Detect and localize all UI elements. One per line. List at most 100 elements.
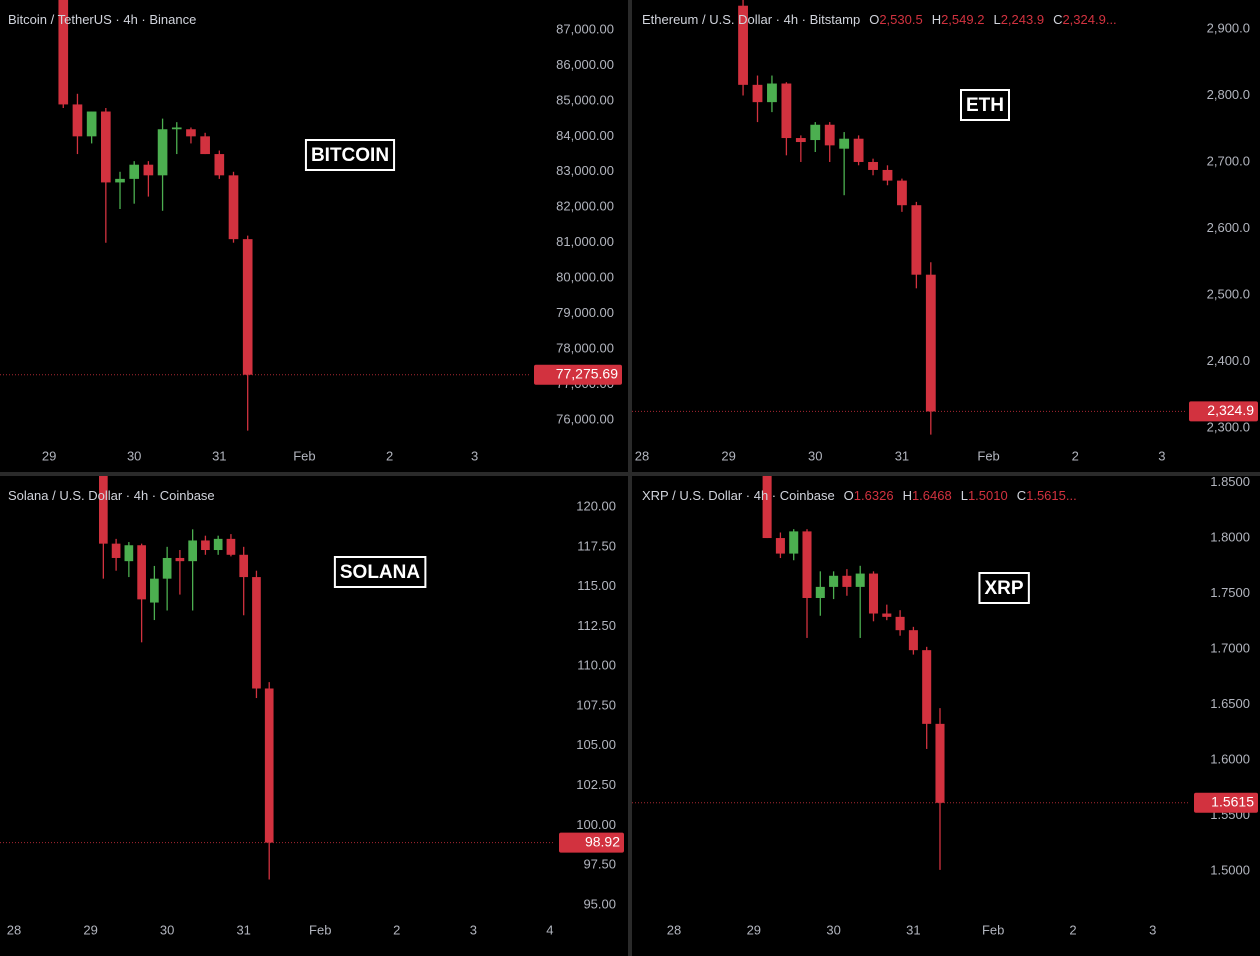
ohlc-letter: H [932, 12, 941, 27]
y-tick-label: 2,900.0 [1207, 20, 1250, 35]
y-tick-label: 80,000.00 [556, 270, 614, 285]
candle-body [150, 578, 159, 603]
y-tick-label: 1.8500 [1210, 474, 1250, 489]
candle-body [137, 545, 146, 600]
y-tick-label: 2,500.0 [1207, 286, 1250, 301]
y-tick-label: 1.6000 [1210, 751, 1250, 766]
ohlc-letter: O [869, 12, 879, 27]
candle-body [795, 138, 806, 143]
ohlc-value: 1.6468 [912, 488, 952, 503]
chart-title: Bitcoin / TetherUS · 4h · Binance [8, 12, 196, 27]
x-tick-label: 28 [7, 922, 21, 937]
x-tick-label: 31 [895, 448, 909, 463]
plot [99, 476, 274, 880]
y-tick-label: 79,000.00 [556, 305, 614, 320]
x-tick-label: Feb [293, 448, 315, 463]
y-tick-label: 78,000.00 [556, 340, 614, 355]
candle-body [162, 557, 172, 579]
ohlc-letter: L [993, 12, 1000, 27]
y-tick-label: 2,400.0 [1207, 353, 1250, 368]
x-tick-label: 29 [83, 922, 97, 937]
candle-body [839, 138, 850, 149]
x-tick-label: 28 [667, 922, 681, 937]
candle-body [922, 650, 932, 724]
candle-body [895, 616, 905, 631]
annotation: BITCOIN [311, 145, 389, 166]
chart-header: Solana / U.S. Dollar · 4h · Coinbase [8, 488, 215, 503]
plot [738, 0, 936, 435]
divider [628, 0, 632, 956]
y-tick-label: 2,600.0 [1207, 220, 1250, 235]
last-price-label: 98.92 [585, 833, 620, 849]
y-tick-label: 120.00 [576, 498, 616, 513]
x-tick-label: 2 [1072, 448, 1079, 463]
y-tick-label: 85,000.00 [556, 92, 614, 107]
candle-body [762, 476, 772, 539]
candle-body [925, 274, 936, 412]
ohlc-letter: L [961, 488, 968, 503]
candle-body [767, 83, 777, 103]
chart-title: Ethereum / U.S. Dollar · 4h · Bitstamp [642, 12, 860, 27]
annotation-box [333, 556, 427, 588]
y-tick-label: 2,800.0 [1207, 87, 1250, 102]
ohlc-value: 2,324.9... [1062, 12, 1116, 27]
x-tick-label: 28 [635, 448, 649, 463]
candle-body [781, 83, 792, 139]
y-tick-label: 107.50 [576, 697, 616, 712]
y-tick-label: 1.7000 [1210, 640, 1250, 655]
y-tick-label: 112.50 [577, 618, 616, 633]
x-tick-label: 4 [546, 922, 553, 937]
y-tick-label: 105.00 [576, 737, 616, 752]
candle-body [228, 175, 239, 240]
x-tick-label: Feb [309, 922, 331, 937]
candle-body [868, 573, 879, 614]
candle-body [143, 164, 154, 176]
ohlc-letter: O [844, 488, 854, 503]
candle-body [214, 154, 225, 176]
candle-body [157, 129, 168, 176]
y-tick-label: 1.5000 [1210, 862, 1250, 877]
candle-body [99, 476, 108, 544]
ohlc-letter: C [1017, 488, 1026, 503]
x-tick-label: 30 [160, 922, 174, 937]
candle-body [111, 543, 121, 558]
chart-header: Ethereum / U.S. Dollar · 4h · Bitstamp O 2… [642, 12, 1117, 27]
candle-body [882, 169, 893, 181]
candle-body [171, 127, 182, 130]
divider [0, 472, 1260, 476]
y-tick-label: 110.00 [577, 658, 616, 673]
candle-body [86, 111, 97, 137]
y-tick-label: 82,000.00 [556, 199, 614, 214]
y-tick-label: 1.6500 [1210, 696, 1250, 711]
candle-body [738, 5, 748, 85]
candle-body [853, 138, 864, 162]
candle-body [815, 586, 825, 598]
chart-header: XRP / U.S. Dollar · 4h · Coinbase O1.6326… [642, 488, 1077, 503]
ohlc-letter: H [903, 488, 912, 503]
x-tick-label: 3 [1158, 448, 1165, 463]
last-price-label: 1.5615 [1211, 793, 1254, 809]
candle-body [242, 239, 253, 375]
last-price-label: 77,275.69 [556, 365, 618, 381]
candle-body [101, 111, 111, 183]
y-tick-label: 76,000.00 [556, 411, 614, 426]
candle-body [213, 538, 223, 551]
y-tick-label: 2,700.0 [1207, 153, 1250, 168]
y-tick-label: 83,000.00 [556, 163, 614, 178]
last-price-label: 2,324.9 [1207, 402, 1254, 418]
x-tick-label: 29 [747, 922, 761, 937]
y-tick-label: 117.50 [577, 538, 616, 553]
y-tick-label: 2,300.0 [1207, 419, 1250, 434]
candle-body [882, 613, 892, 617]
candle-body [935, 723, 945, 803]
candle-body [201, 540, 210, 551]
x-tick-label: 29 [42, 448, 56, 463]
x-tick-label: 3 [470, 922, 477, 937]
x-tick-label: 2 [393, 922, 400, 937]
candle-body [829, 575, 839, 587]
x-tick-label: 30 [127, 448, 141, 463]
y-tick-label: 115.00 [577, 578, 616, 593]
y-tick-label: 1.7500 [1210, 585, 1250, 600]
y-tick-label: 84,000.00 [556, 128, 614, 143]
